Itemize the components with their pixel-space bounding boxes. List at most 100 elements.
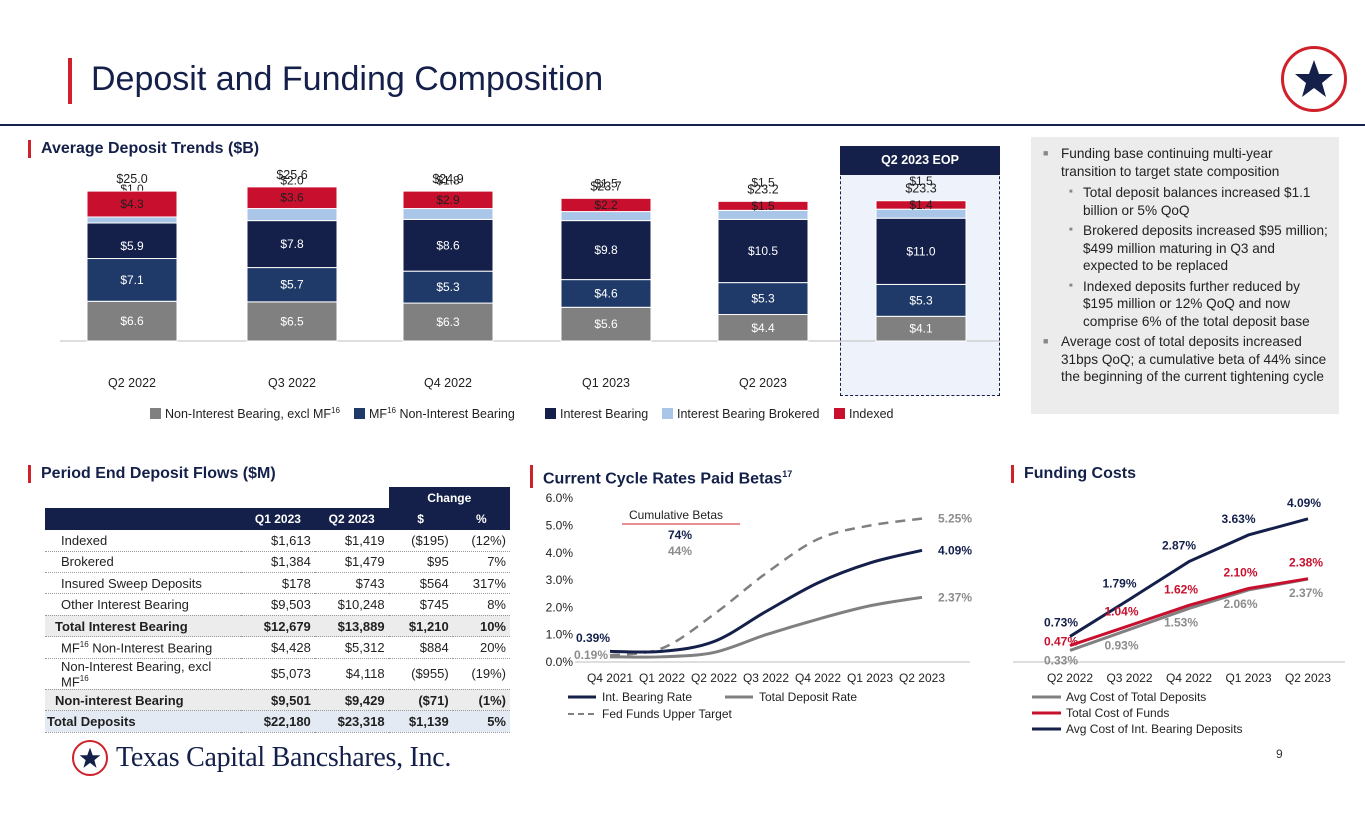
table-cell: $884 bbox=[388, 636, 453, 659]
table-row: Non-interest Bearing $9,501 $9,429 ($71) (1%… bbox=[45, 689, 510, 712]
table-cell: $13,889 bbox=[314, 615, 389, 638]
deposit-trends-title: Average Deposit Trends ($B) bbox=[28, 140, 259, 158]
bar-total: $23.3 bbox=[905, 182, 936, 196]
table-cell: $1,210 bbox=[388, 615, 453, 638]
legend-label: MF16 Non-Interest Bearing bbox=[369, 406, 515, 421]
data-label: 1.62% bbox=[1164, 582, 1198, 596]
bar-total: $25.6 bbox=[276, 168, 307, 182]
table-cell: ($195) bbox=[388, 529, 453, 552]
legend-swatch bbox=[150, 408, 161, 419]
table-cell: $22,180 bbox=[241, 710, 315, 733]
table-cell: $5,312 bbox=[314, 636, 389, 659]
eop-label: Q2 2023 EOP bbox=[840, 146, 1000, 175]
legend-label: Indexed bbox=[849, 407, 894, 421]
data-label: 2.38% bbox=[1289, 556, 1323, 570]
bar-label: $4.3 bbox=[120, 197, 144, 211]
table-cell: $564 bbox=[388, 572, 453, 595]
data-label: 3.63% bbox=[1221, 512, 1255, 526]
table-row: Indexed $1,613 $1,419 ($195) (12%) bbox=[45, 529, 510, 552]
x-tick-label: Q2 2023 bbox=[899, 671, 945, 685]
bar-label: $1.5 bbox=[909, 174, 933, 188]
row-label: Total Deposits bbox=[45, 710, 241, 733]
category-label: Q1 2023 bbox=[582, 376, 630, 390]
legend-label: Total Cost of Funds bbox=[1066, 706, 1169, 720]
bar-segment bbox=[875, 217, 967, 285]
legend-swatch bbox=[545, 408, 556, 419]
legend-swatch bbox=[662, 408, 673, 419]
annotation-title: Cumulative Betas bbox=[629, 508, 723, 522]
table-cell: 317% bbox=[452, 572, 510, 595]
legend-label: Non-Interest Bearing, excl MF16 bbox=[165, 406, 340, 421]
page-title: Deposit and Funding Composition bbox=[91, 60, 604, 98]
row-label: Indexed bbox=[45, 529, 241, 552]
bar-segment bbox=[246, 267, 338, 303]
commentary-bullet: Average cost of total deposits increased… bbox=[1043, 333, 1329, 386]
data-label: 1.53% bbox=[1164, 615, 1198, 629]
y-tick-label: 5.0% bbox=[546, 519, 574, 533]
data-label: 0.33% bbox=[1044, 653, 1078, 667]
legend-label: Avg Cost of Total Deposits bbox=[1066, 690, 1206, 704]
row-label: Other Interest Bearing bbox=[45, 593, 241, 616]
bar-segment bbox=[86, 300, 178, 342]
column-header: $ bbox=[388, 508, 453, 530]
series-line bbox=[1069, 577, 1309, 647]
table-row: Insured Sweep Deposits $178 $743 $564 317% bbox=[45, 572, 510, 595]
bar-segment bbox=[560, 220, 652, 281]
x-tick-label: Q4 2021 bbox=[587, 671, 633, 685]
row-label: Non-interest Bearing bbox=[45, 689, 241, 712]
bar-total: $24.9 bbox=[432, 172, 463, 186]
commentary-bullet: Brokered deposits increased $95 million;… bbox=[1043, 222, 1329, 275]
data-label: 1.04% bbox=[1104, 605, 1138, 619]
commentary-panel: Funding base continuing multi-year trans… bbox=[1031, 137, 1339, 414]
category-label: Q4 2022 bbox=[424, 376, 472, 390]
legend-swatch bbox=[354, 408, 365, 419]
y-tick-label: 6.0% bbox=[546, 491, 574, 505]
data-label: 2.37% bbox=[1289, 586, 1323, 600]
commentary-bullet: Indexed deposits further reduced by $195… bbox=[1043, 278, 1329, 331]
bar-label: $1.5 bbox=[594, 177, 618, 191]
bar-segment bbox=[717, 218, 809, 284]
data-label: 1.79% bbox=[1102, 576, 1136, 590]
data-label: 2.10% bbox=[1223, 566, 1257, 580]
legend-label: Avg Cost of Int. Bearing Deposits bbox=[1066, 722, 1243, 736]
table-cell: $1,419 bbox=[314, 529, 389, 552]
table-cell: $1,384 bbox=[241, 551, 315, 574]
bar-segment bbox=[86, 258, 178, 302]
data-label: 2.06% bbox=[1223, 597, 1257, 611]
bar-label: $5.6 bbox=[594, 317, 618, 331]
change-header: Change bbox=[388, 487, 510, 509]
table-cell: ($955) bbox=[388, 658, 453, 690]
start-label: 0.19% bbox=[574, 648, 608, 662]
deposit-flows-title: Period End Deposit Flows ($M) bbox=[28, 465, 276, 483]
star-icon bbox=[79, 747, 101, 768]
bar-label: $7.1 bbox=[120, 273, 144, 287]
table-cell: $1,139 bbox=[388, 710, 453, 733]
category-label: Q2 2022 bbox=[108, 376, 156, 390]
row-label: MF16 Non-Interest Bearing bbox=[45, 636, 241, 659]
bar-label: $9.8 bbox=[594, 243, 618, 257]
bar-total: $23.2 bbox=[747, 182, 778, 196]
star-logo bbox=[1281, 46, 1347, 112]
x-tick-label: Q4 2022 bbox=[1166, 671, 1212, 685]
deposit-beta-value: 44% bbox=[668, 544, 692, 558]
table-cell: (12%) bbox=[452, 529, 510, 552]
bar-label: $4.4 bbox=[751, 321, 775, 335]
row-label: Brokered bbox=[45, 551, 241, 574]
table-cell: $4,118 bbox=[314, 658, 389, 690]
bar-label: $5.3 bbox=[751, 292, 775, 306]
table-cell: $10,248 bbox=[314, 593, 389, 616]
data-label: 4.09% bbox=[1287, 496, 1321, 510]
y-tick-label: 4.0% bbox=[546, 546, 574, 560]
legend-label: Interest Bearing bbox=[560, 407, 648, 421]
bar-label: $2.2 bbox=[594, 198, 618, 212]
table-cell: $9,503 bbox=[241, 593, 315, 616]
x-tick-label: Q2 2022 bbox=[691, 671, 737, 685]
bar-total: $23.7 bbox=[590, 179, 621, 193]
bar-label: $1.4 bbox=[909, 198, 933, 212]
data-label: 2.87% bbox=[1162, 539, 1196, 553]
column-header: % bbox=[452, 508, 510, 530]
bar-label: $1.5 bbox=[751, 199, 775, 213]
commentary-bullet: Total deposit balances increased $1.1 bi… bbox=[1043, 184, 1329, 219]
bar-segment bbox=[246, 208, 338, 222]
table-cell: $178 bbox=[241, 572, 315, 595]
